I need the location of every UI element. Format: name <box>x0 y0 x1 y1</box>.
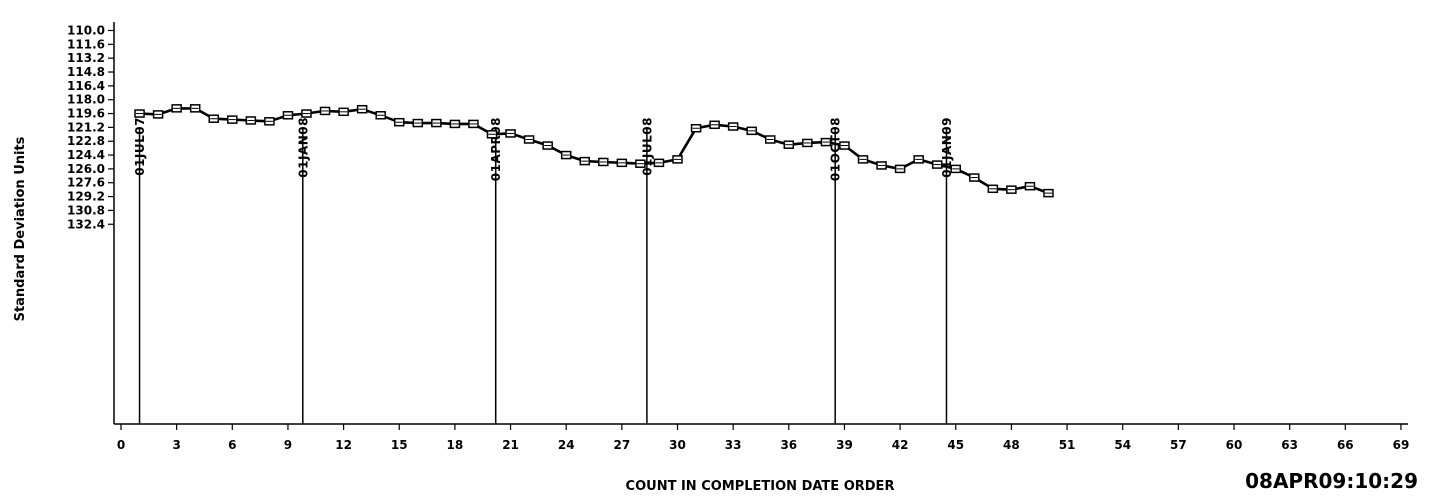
series-line <box>139 107 1049 195</box>
x-tick-label: 33 <box>725 438 742 452</box>
y-tick-label: 111.6 <box>67 37 105 51</box>
x-tick-label: 54 <box>1114 438 1131 452</box>
reference-line-label: 01OCT08 <box>829 117 843 181</box>
y-tick-label: 130.8 <box>67 203 105 217</box>
reference-line-label: 01JAN09 <box>940 117 954 178</box>
y-tick-label: 127.6 <box>67 176 105 190</box>
x-tick-label: 57 <box>1170 438 1187 452</box>
x-tick-label: 15 <box>391 438 408 452</box>
reference-line-label: 01JAN08 <box>296 117 310 178</box>
reference-line-label: 01APR08 <box>489 117 503 181</box>
y-tick-label: 126.0 <box>67 162 105 176</box>
y-tick-label: 122.8 <box>67 134 105 148</box>
y-tick-label: 114.8 <box>67 65 105 79</box>
reference-line-label: 01JUL07 <box>133 117 147 176</box>
y-tick-label: 119.6 <box>67 107 105 121</box>
timestamp-label: 08APR09:10:29 <box>1245 469 1418 491</box>
y-tick-label: 129.2 <box>67 190 105 204</box>
axes-group: 110.0111.6113.2114.8116.4118.0119.6121.2… <box>67 22 1409 452</box>
x-tick-label: 66 <box>1337 438 1354 452</box>
series-group <box>134 104 1054 198</box>
x-tick-label: 60 <box>1226 438 1243 452</box>
y-tick-label: 113.2 <box>67 51 105 65</box>
x-tick-label: 69 <box>1393 438 1410 452</box>
x-tick-label: 36 <box>780 438 797 452</box>
x-tick-label: 39 <box>836 438 853 452</box>
x-tick-label: 3 <box>172 438 180 452</box>
x-tick-label: 48 <box>1003 438 1020 452</box>
x-axis-title: COUNT IN COMPLETION DATE ORDER <box>626 479 895 491</box>
x-tick-label: 24 <box>558 438 575 452</box>
x-tick-label: 18 <box>447 438 464 452</box>
y-tick-label: 118.0 <box>67 93 105 107</box>
x-tick-label: 12 <box>335 438 352 452</box>
x-tick-label: 30 <box>669 438 686 452</box>
y-tick-label: 132.4 <box>67 217 105 231</box>
y-tick-label: 124.4 <box>67 148 105 162</box>
x-tick-label: 6 <box>228 438 236 452</box>
x-tick-label: 0 <box>117 438 125 452</box>
reference-lines-group: 01JUL07 01JAN08 01APR08 01JUL08 01OCT08 01JAN… <box>133 117 954 424</box>
x-tick-label: 9 <box>284 438 292 452</box>
y-axis-title: Standard Deviation Units <box>13 136 28 321</box>
y-tick-label: 110.0 <box>67 24 105 38</box>
y-tick-label: 116.4 <box>67 79 105 93</box>
x-tick-label: 45 <box>947 438 964 452</box>
y-tick-label: 121.2 <box>67 120 105 134</box>
x-tick-label: 63 <box>1281 438 1298 452</box>
x-tick-label: 27 <box>613 438 630 452</box>
x-tick-label: 21 <box>502 438 519 452</box>
x-tick-label: 51 <box>1059 438 1076 452</box>
x-tick-label: 42 <box>892 438 909 452</box>
